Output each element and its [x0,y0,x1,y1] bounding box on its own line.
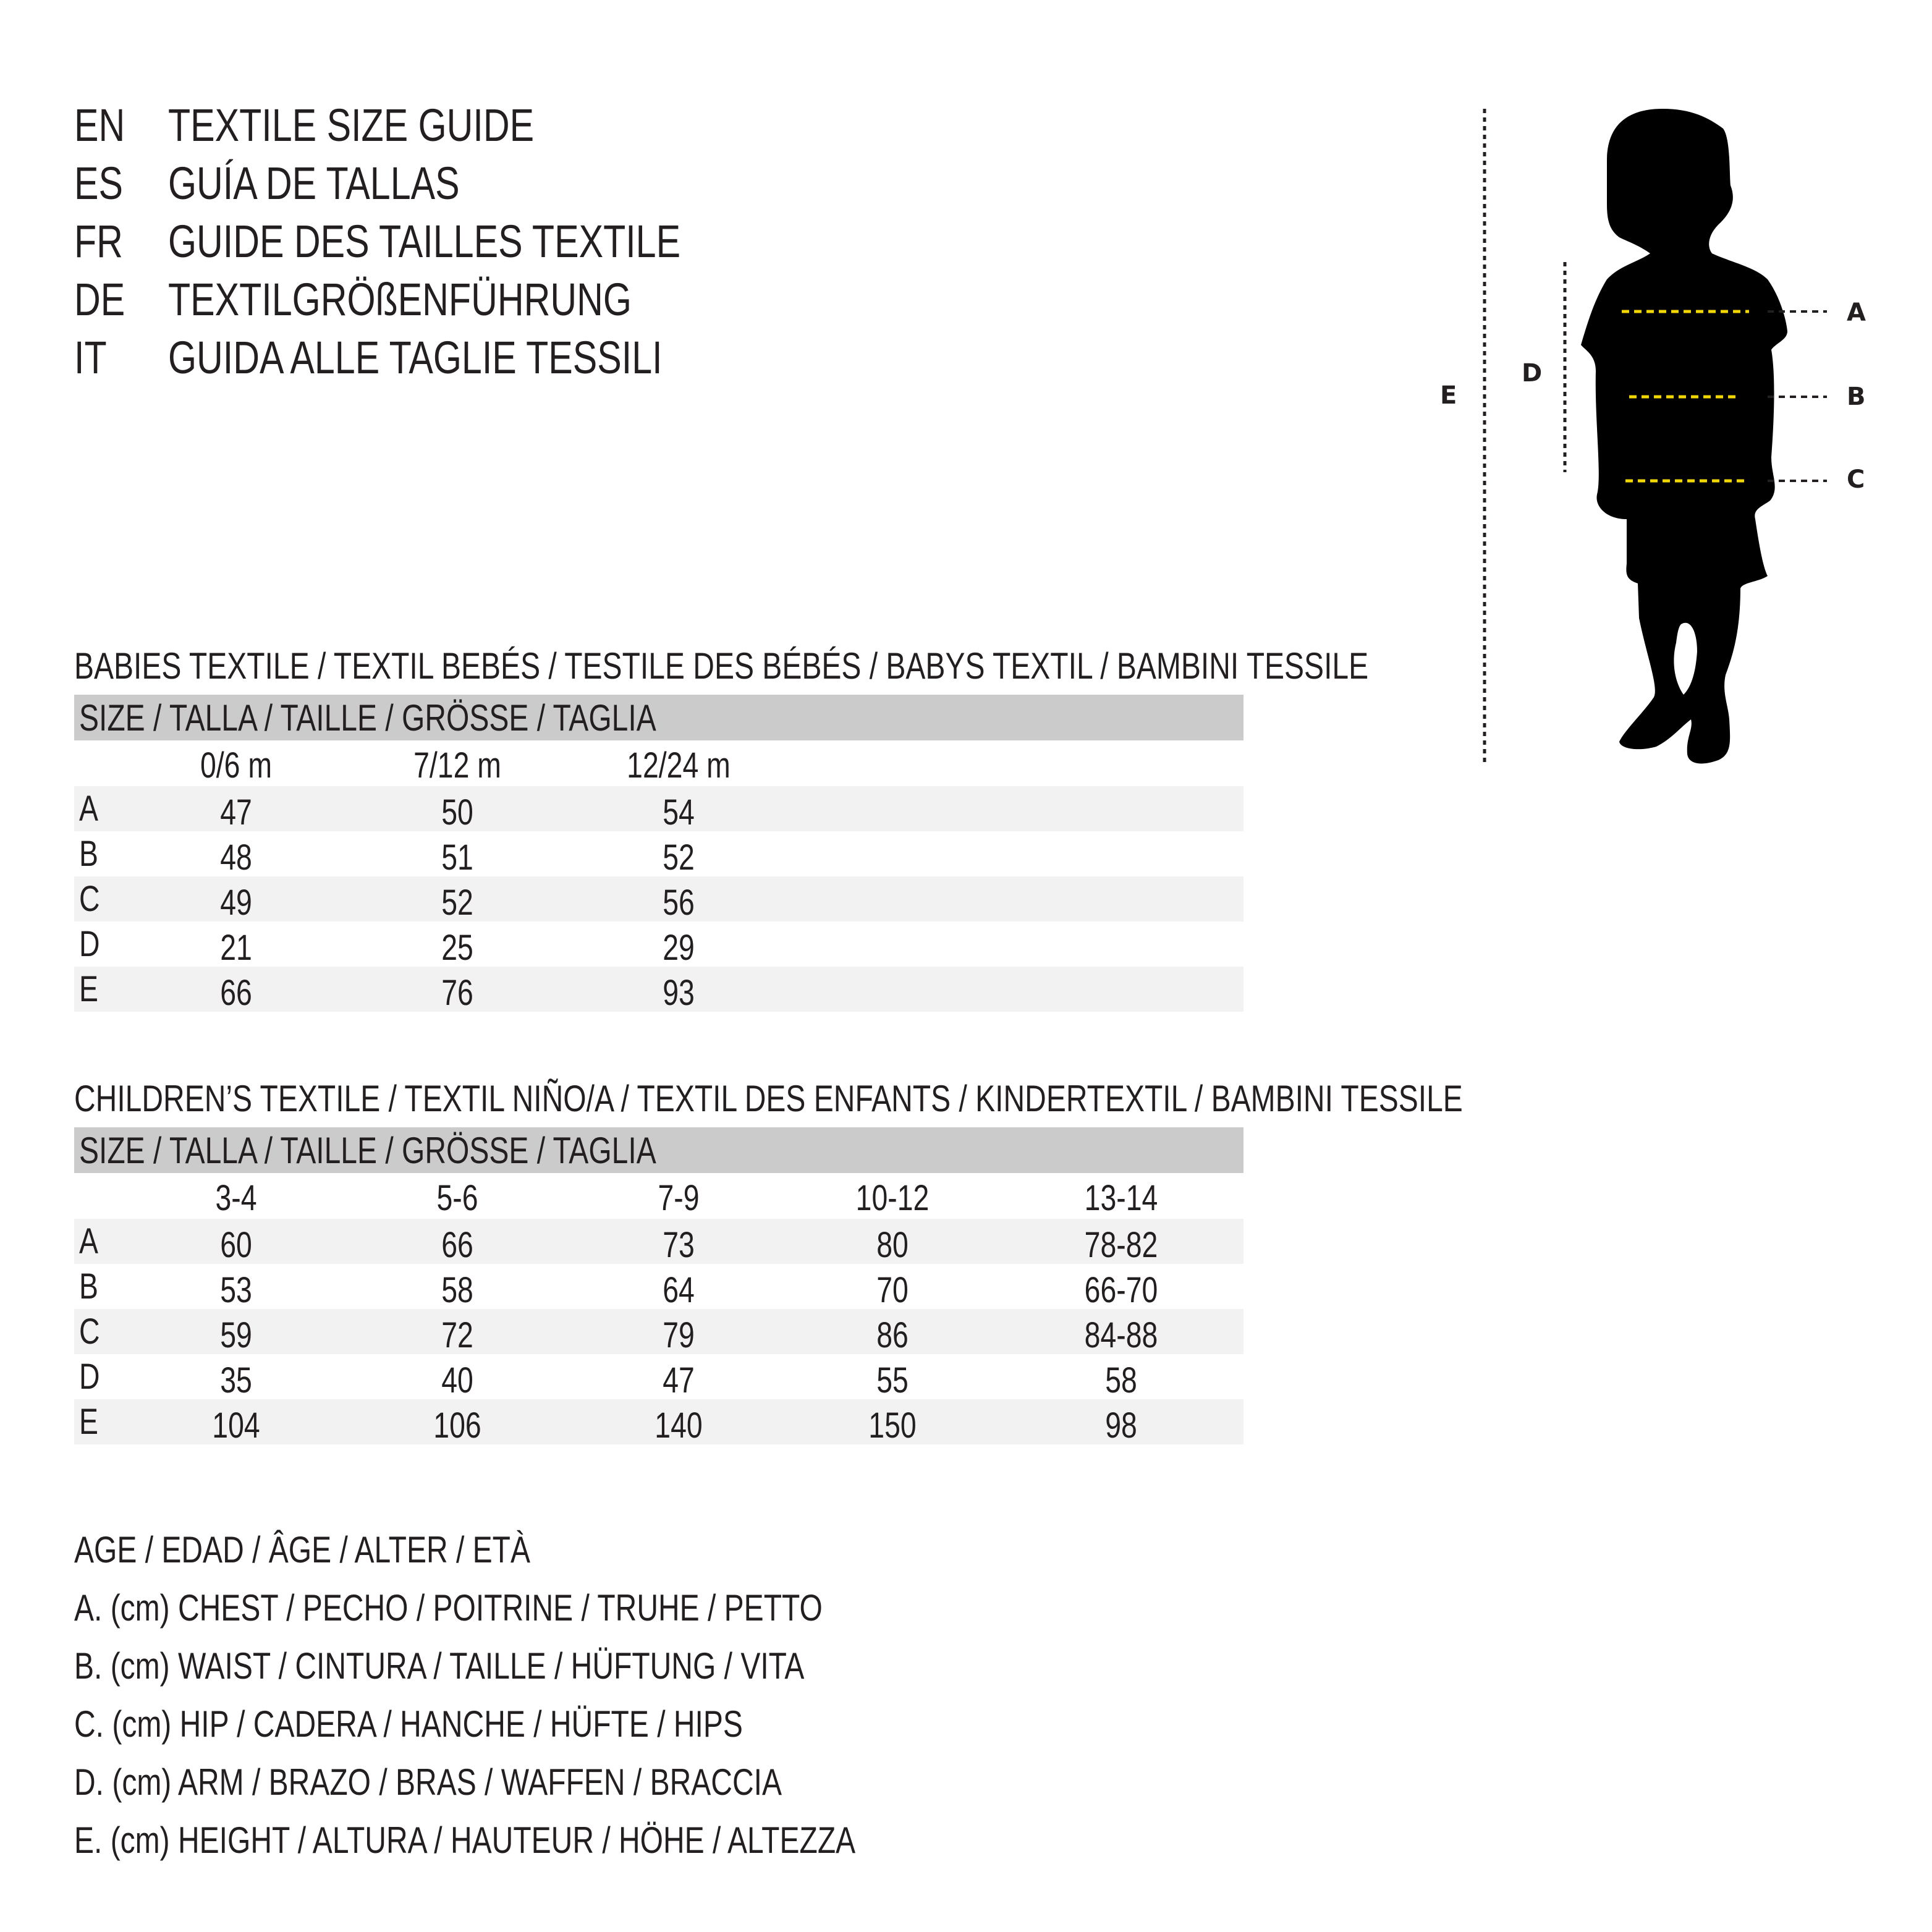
row-label: D [79,924,100,964]
column-header: 0/6 m [200,745,273,786]
table-cell: 76 [441,973,473,1013]
row-label: C [79,879,100,919]
table-cell: 53 [220,1270,252,1310]
column-header: 10-12 [855,1178,930,1218]
table-cell: 52 [441,883,473,923]
column-header: 13-14 [1084,1178,1158,1218]
row-label: E [79,1402,98,1442]
legend-line: C. (cm) HIP / CADERA / HANCHE / HÜFTE / … [74,1703,743,1745]
table-cell: 104 [212,1405,260,1446]
table-cell: 79 [663,1315,695,1355]
table-cell: 150 [868,1405,917,1446]
row-label: A [79,789,98,829]
table-cell: 49 [220,883,252,923]
column-header: 5-6 [436,1178,478,1218]
row-label: D [79,1357,100,1397]
row-shade [74,967,1244,1012]
row-label: A [79,1221,98,1261]
row-label: C [79,1311,100,1352]
legend-line: E. (cm) HEIGHT / ALTURA / HAUTEUR / HÖHE… [74,1820,856,1861]
column-header: 12/24 m [627,745,731,786]
language-code: EN [74,100,125,151]
header-title: TEXTILGRÖßENFÜHRUNG [168,274,632,325]
header-title: GUÍA DE TALLAS [168,158,460,209]
table-cell: 66 [220,973,252,1013]
table-cell: 25 [441,928,473,968]
size-header-bar [74,695,1244,740]
table-cell: 70 [876,1270,909,1310]
size-header: SIZE / TALLA / TAILLE / GRÖSSE / TAGLIA [79,697,656,739]
section-title: BABIES TEXTILE / TEXTIL BEBÉS / TESTILE … [74,645,1369,687]
table-cell: 35 [220,1360,252,1400]
table-cell: 29 [663,928,695,968]
header-title: GUIDA ALLE TAGLIE TESSILI [168,332,663,383]
legend-line: A. (cm) CHEST / PECHO / POITRINE / TRUHE… [74,1587,823,1629]
table-cell: 40 [441,1360,473,1400]
row-shade [74,1399,1244,1444]
section-title: CHILDREN’S TEXTILE / TEXTIL NIÑO/A / TEX… [74,1078,1463,1119]
table-cell: 59 [220,1315,252,1355]
table-cell: 66-70 [1084,1270,1158,1310]
label-a: A [1847,299,1866,327]
legend-line: D. (cm) ARM / BRAZO / BRAS / WAFFEN / BR… [74,1761,782,1803]
language-code: FR [74,216,123,267]
table-cell: 48 [220,837,252,878]
table-cell: 78-82 [1084,1225,1158,1265]
table-cell: 98 [1105,1405,1137,1446]
table-cell: 56 [663,883,695,923]
table-cell: 52 [663,837,695,878]
table-cell: 66 [441,1225,473,1265]
table-cell: 73 [663,1225,695,1265]
column-header: 7-9 [658,1178,700,1218]
size-header-bar [74,1127,1244,1173]
header-title: GUIDE DES TAILLES TEXTILE [168,216,681,267]
table-cell: 64 [663,1270,695,1310]
language-code: IT [74,332,107,383]
row-label: B [79,834,98,874]
measure-lines [1483,109,1827,766]
table-cell: 93 [663,973,695,1013]
legend-line: AGE / EDAD / ÂGE / ALTER / ETÀ [74,1529,530,1570]
row-label: E [79,969,98,1009]
size-header: SIZE / TALLA / TAILLE / GRÖSSE / TAGLIA [79,1130,656,1171]
table-cell: 47 [220,792,252,833]
child-silhouette-icon [1581,109,1787,764]
label-b: B [1847,383,1866,411]
header-title: TEXTILE SIZE GUIDE [168,100,535,151]
table-cell: 55 [876,1360,909,1400]
table-cell: 54 [663,792,695,833]
row-shade [74,1219,1244,1264]
row-shade [74,876,1244,922]
table-cell: 80 [876,1225,909,1265]
table-cell: 51 [441,837,473,878]
column-header: 7/12 m [413,745,501,786]
label-d: D [1522,359,1543,388]
row-shade [74,786,1244,831]
table-cell: 50 [441,792,473,833]
column-header: 3-4 [215,1178,257,1218]
table-cell: 84-88 [1084,1315,1158,1355]
language-code: ES [74,158,123,209]
table-cell: 21 [220,928,252,968]
label-c: C [1847,465,1865,494]
table-cell: 60 [220,1225,252,1265]
row-label: B [79,1266,98,1307]
label-e: E [1440,381,1457,410]
table-cell: 106 [433,1405,481,1446]
table-cell: 47 [663,1360,695,1400]
table-cell: 58 [1105,1360,1137,1400]
table-cell: 140 [655,1405,703,1446]
table-cell: 72 [441,1315,473,1355]
table-cell: 58 [441,1270,473,1310]
table-cell: 86 [876,1315,909,1355]
row-shade [74,1309,1244,1354]
legend-line: B. (cm) WAIST / CINTURA / TAILLE / HÜFTU… [74,1645,805,1687]
language-code: DE [74,274,125,325]
